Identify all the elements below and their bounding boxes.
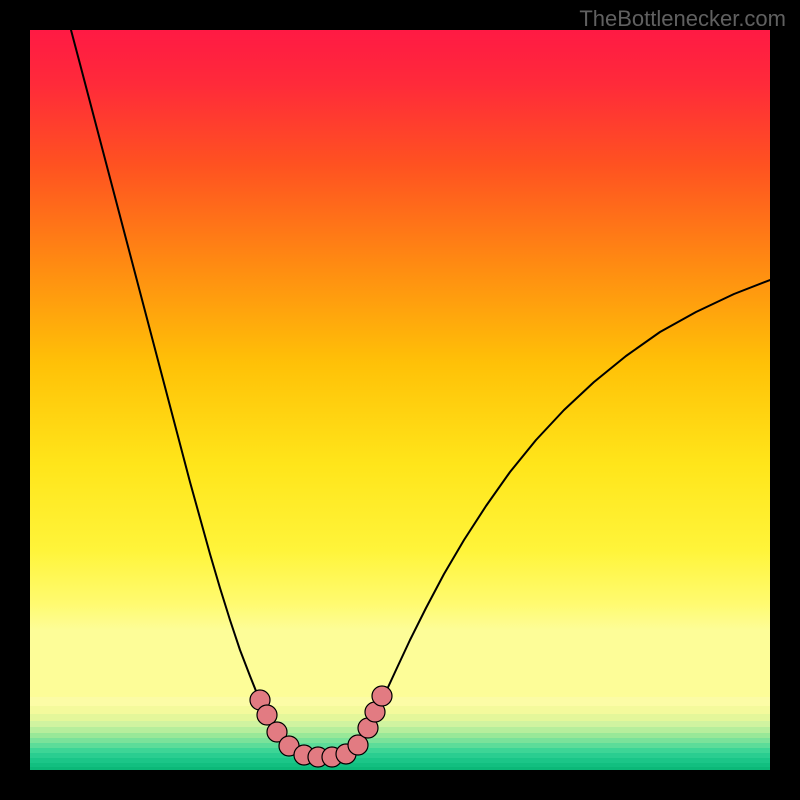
chart-svg xyxy=(0,0,800,800)
watermark-text: TheBottlenecker.com xyxy=(579,6,786,32)
chart-container: TheBottlenecker.com xyxy=(0,0,800,800)
